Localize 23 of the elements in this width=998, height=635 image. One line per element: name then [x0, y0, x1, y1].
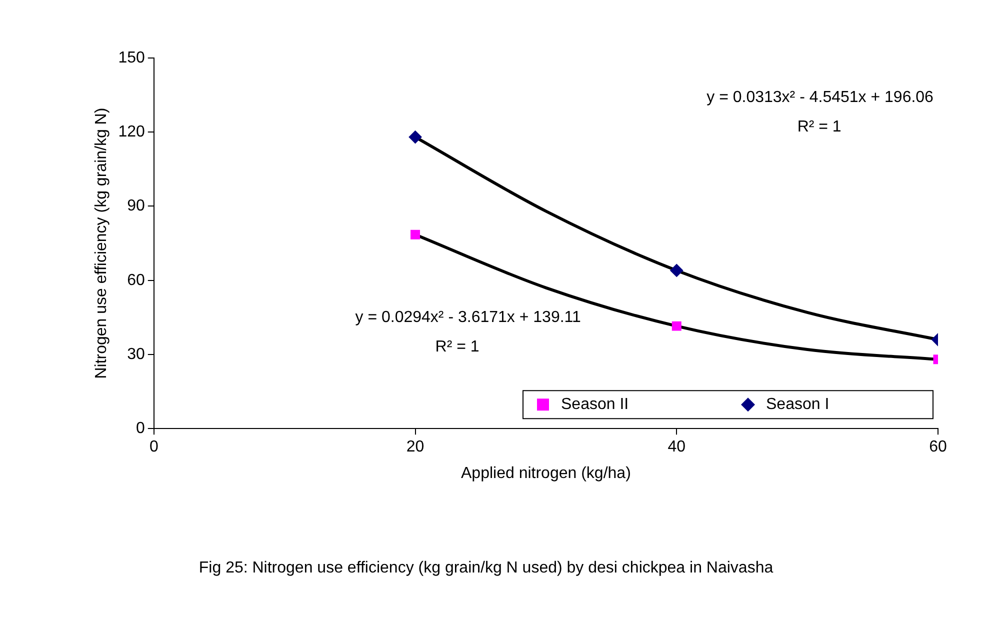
y-tick-label: 60: [127, 272, 145, 289]
y-tick-label: 120: [118, 124, 145, 141]
x-tick-label: 40: [668, 438, 686, 456]
y-tick-label: 150: [118, 49, 145, 66]
legend-label: Season II: [561, 396, 629, 414]
annotation: R² = 1: [797, 118, 842, 136]
x-tick-label: 60: [929, 438, 947, 456]
annotation: y = 0.0294x² - 3.6171x + 139.11: [355, 308, 582, 326]
point: [670, 264, 684, 277]
y-tick-label: 30: [127, 346, 145, 363]
y-tick-label: 90: [127, 198, 145, 215]
x-axis-title: Applied nitrogen (kg/ha): [461, 464, 631, 482]
annotation: y = 0.0313x² - 4.5451x + 196.06: [706, 88, 934, 106]
y-tick-label: 0: [136, 420, 145, 438]
y-axis-title: Nitrogen use efficiency (kg grain/kg N): [93, 108, 110, 379]
annotation: R² = 1: [435, 338, 480, 356]
point: [408, 130, 422, 144]
x-tick-label: 0: [149, 438, 158, 456]
legend-label: Season I: [766, 396, 830, 414]
point: [672, 321, 682, 331]
x-tick-label: 20: [406, 438, 424, 456]
caption: Fig 25: Nitrogen use efficiency (kg grain/kg N used) by desi chickpea in Naivasha: [198, 559, 774, 576]
point: [410, 230, 420, 240]
